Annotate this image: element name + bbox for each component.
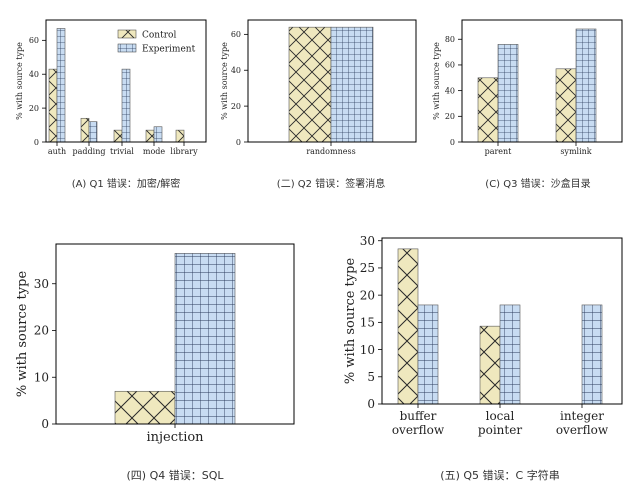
y-axis-label: % with source type: [343, 258, 358, 385]
y-tick-label: 0: [41, 417, 49, 431]
bar-control-q3-1: [555, 68, 577, 143]
axes-frame: [45, 19, 207, 143]
bar-control-q1-4: [175, 129, 185, 143]
y-tick-label: 20: [445, 112, 455, 121]
y-tick-label: 40: [445, 86, 455, 95]
y-tick-label: 0: [367, 397, 375, 411]
x-tick-label: auth: [48, 147, 66, 156]
bar-experiment-q1-1: [88, 121, 98, 143]
bar-control-q5-1: [479, 325, 501, 405]
legend-experiment-label: Experiment: [142, 45, 196, 55]
y-tick-label: 60: [29, 36, 39, 45]
axes-frame: [381, 237, 623, 405]
bar-experiment-q5-1: [499, 304, 521, 405]
bar-control-q2-0: [288, 26, 332, 143]
caption-q4: (四) Q4 错误：SQL: [126, 468, 224, 482]
y-tick-label: 80: [445, 35, 455, 44]
bar-control-q5-0: [397, 248, 419, 405]
y-tick-label: 30: [34, 277, 49, 291]
chart-q2: 0 20 40 60 randomness % with source type (二) Q…: [220, 19, 417, 190]
y-tick-label: 20: [34, 324, 49, 338]
x-tick-label: integer overflow: [556, 409, 609, 437]
y-axis-label: % with source type: [432, 42, 441, 120]
axes-frame: [247, 19, 417, 143]
bar-experiment-q1-3: [153, 126, 163, 143]
y-tick-label: 30: [360, 234, 375, 248]
axes-frame: [461, 19, 623, 143]
bar-experiment-q5-0: [417, 304, 439, 405]
bar-experiment-q1-0: [56, 28, 66, 143]
y-tick-label: 0: [450, 138, 455, 147]
bar-control-q3-0: [477, 77, 499, 143]
y-tick-label: 5: [367, 370, 375, 384]
x-tick-label: symlink: [560, 147, 591, 156]
y-axis-label: % with source type: [15, 271, 30, 398]
chart-q5: 0 5 10 15 20 25 30 buffer overflow local pointer in…: [343, 234, 623, 482]
bar-experiment-q2-0: [330, 26, 374, 143]
y-tick-label: 60: [231, 30, 241, 39]
y-tick-label: 10: [34, 370, 49, 384]
caption-q5: (五) Q5 错误：C 字符串: [440, 468, 559, 482]
bar-control-q4-0: [114, 390, 176, 425]
bar-control-q1-2: [113, 129, 123, 143]
bar-experiment-q3-1: [575, 28, 597, 143]
y-tick-label: 20: [360, 288, 375, 302]
bar-experiment-q5-2: [581, 304, 603, 405]
y-tick-label: 20: [29, 104, 39, 113]
bar-control-q1-3: [145, 129, 155, 143]
y-tick-label: 25: [360, 261, 375, 275]
y-tick-label: 10: [360, 343, 375, 357]
x-tick-label: trivial: [110, 147, 134, 156]
y-tick-label: 60: [445, 61, 455, 70]
bar-experiment-q3-0: [497, 44, 519, 143]
x-tick-label: padding: [73, 147, 106, 156]
bar-control-q1-1: [80, 117, 90, 143]
x-tick-label: injection: [146, 430, 204, 445]
legend-control-label: Control: [142, 31, 176, 41]
y-tick-label: 40: [29, 70, 39, 79]
legend-control-swatch: [117, 29, 137, 39]
y-axis-label: % with source type: [220, 42, 229, 120]
y-axis-label: % with source type: [15, 42, 24, 120]
chart-q1: 0 20 40 60 auth padding trivial mode library % wi…: [15, 19, 207, 190]
x-tick-label: parent: [485, 147, 513, 156]
caption-q1: (A) Q1 错误：加密/解密: [72, 177, 181, 190]
x-tick-label: local pointer: [478, 409, 522, 437]
x-tick-label: randomness: [306, 147, 355, 156]
y-tick-label: 0: [34, 138, 39, 147]
x-tick-label: library: [170, 147, 198, 156]
y-tick-label: 20: [231, 102, 241, 111]
chart-q4: 0 10 20 30 injection % with source type (四) Q4…: [15, 243, 295, 482]
x-tick-label: mode: [143, 147, 166, 156]
y-tick-label: 0: [236, 138, 241, 147]
x-tick-label: buffer overflow: [392, 409, 445, 437]
caption-q2: (二) Q2 错误：签署消息: [277, 177, 385, 190]
legend-experiment-swatch: [117, 43, 137, 53]
bar-control-q1-0: [48, 68, 58, 143]
caption-q3: (C) Q3 错误：沙盒目录: [485, 177, 590, 190]
bar-experiment-q1-2: [121, 68, 131, 143]
bar-experiment-q4-0: [174, 253, 236, 425]
legend: Control Experiment: [117, 29, 196, 55]
y-tick-label: 40: [231, 66, 241, 75]
chart-q3: 0 20 40 60 80 parent symlink % with source type…: [432, 19, 623, 190]
y-tick-label: 15: [360, 316, 375, 330]
